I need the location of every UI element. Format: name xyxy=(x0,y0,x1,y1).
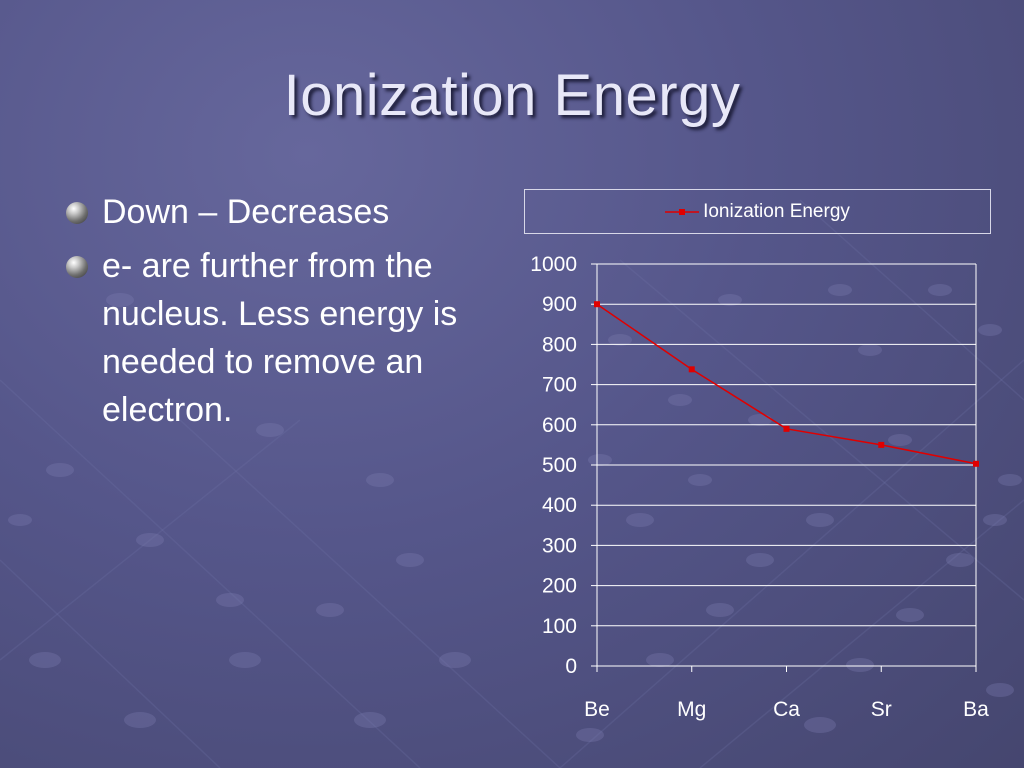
data-point xyxy=(878,441,885,448)
data-point xyxy=(973,460,979,467)
sphere-bullet-icon xyxy=(66,202,88,224)
bullet-text: Down – Decreases xyxy=(102,193,390,231)
legend-label: Ionization Energy xyxy=(703,200,850,222)
y-tick-label: 400 xyxy=(542,494,577,517)
x-tick-label: Be xyxy=(584,698,610,721)
y-tick-label: 800 xyxy=(542,333,577,356)
bullet-item: Down – Decreases xyxy=(66,188,506,236)
slide-title: Ionization Energy xyxy=(283,63,741,128)
data-point xyxy=(688,366,695,373)
y-tick-label: 300 xyxy=(542,534,577,557)
y-tick-label: 900 xyxy=(542,293,577,316)
series-line xyxy=(596,303,977,465)
bullet-text: e- are further from the nucleus. Less en… xyxy=(102,247,458,429)
x-tick-label: Sr xyxy=(871,698,892,721)
bullet-item: e- are further from the nucleus. Less en… xyxy=(66,242,506,434)
y-tick-label: 0 xyxy=(565,655,577,678)
y-tick-label: 200 xyxy=(542,575,577,598)
line-chart: 0 100 200 300 400 500 600 700 800 900 1000 Be Mg Ca Sr… xyxy=(530,253,989,721)
x-tick-label: Ca xyxy=(773,698,800,721)
x-tick-label: Mg xyxy=(677,698,706,721)
chart-legend: Ionization Energy xyxy=(524,189,991,234)
legend-line-marker-icon xyxy=(665,208,700,215)
x-tick-label: Ba xyxy=(963,698,989,721)
bullet-list: Down – Decreases e- are further from the… xyxy=(66,188,506,440)
y-tick-label: 500 xyxy=(542,454,577,477)
data-point xyxy=(594,301,600,308)
y-tick-label: 1000 xyxy=(530,253,577,276)
y-tick-label: 700 xyxy=(542,374,577,397)
y-tick-label: 100 xyxy=(542,615,577,638)
sphere-bullet-icon xyxy=(66,256,88,278)
data-point xyxy=(783,425,790,432)
y-tick-label: 600 xyxy=(542,414,577,437)
